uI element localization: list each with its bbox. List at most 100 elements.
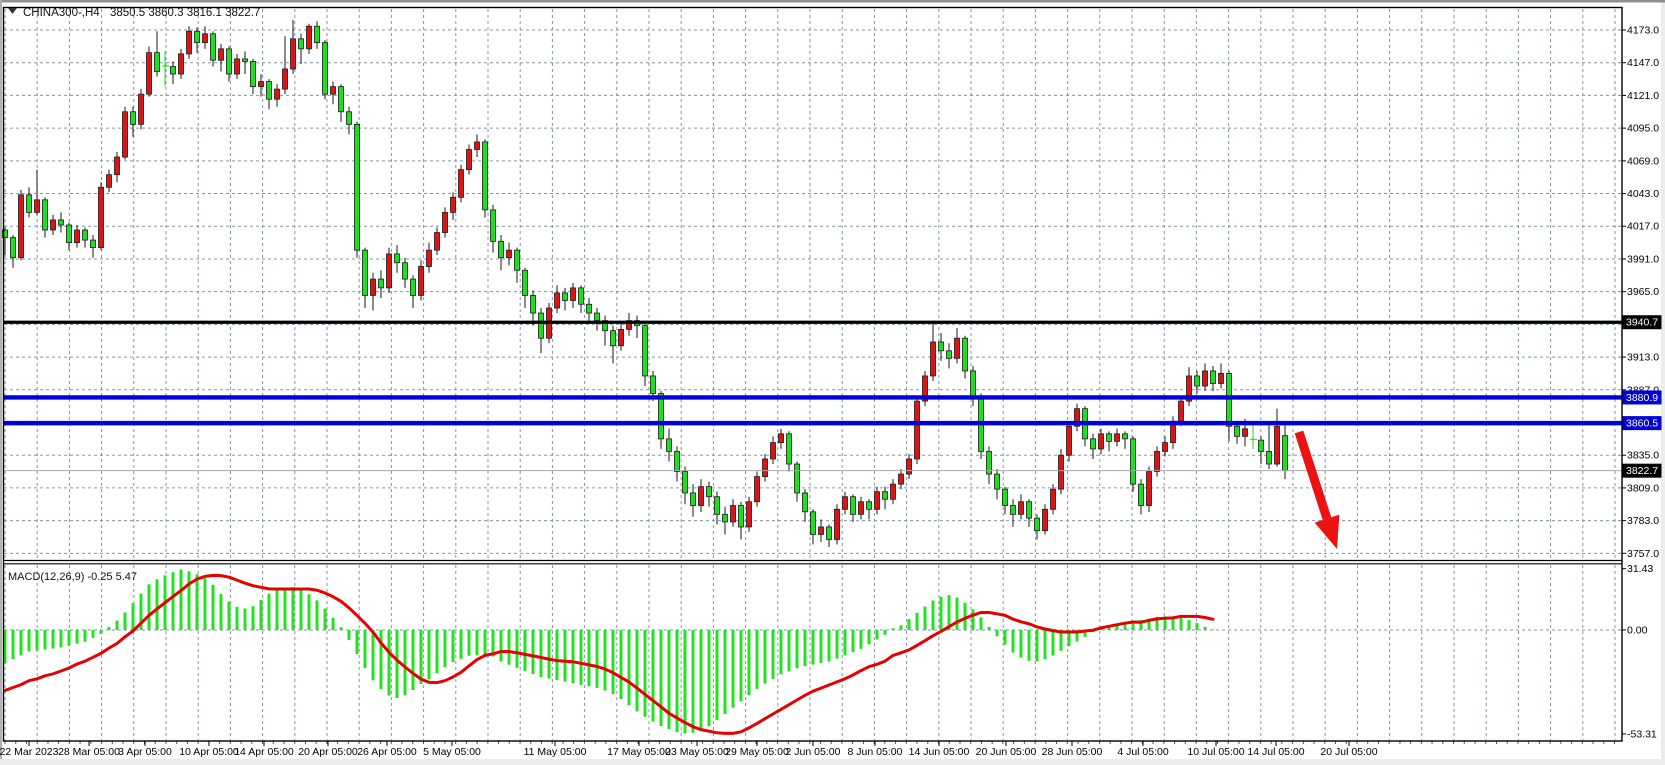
candle-body (450, 196, 456, 213)
candle-body (754, 476, 760, 503)
candle-body (1106, 433, 1112, 442)
candle-body (50, 219, 56, 231)
time-label: 26 Apr 05:00 (357, 746, 417, 758)
candle-body (82, 229, 88, 241)
candle-body (106, 174, 112, 188)
candle-body (602, 320, 608, 332)
candle-body (410, 278, 416, 296)
candle-body (666, 438, 672, 452)
candle-body (1034, 517, 1040, 532)
candle-body (770, 442, 776, 460)
candle-body (1194, 375, 1200, 387)
candle-body (538, 312, 544, 339)
candle-body (746, 501, 752, 528)
symbol-dropdown-icon[interactable] (8, 8, 17, 14)
candle-body (482, 141, 488, 211)
candle-body (178, 53, 184, 75)
candle-body (898, 473, 904, 485)
candle-body (42, 199, 48, 231)
candle-body (834, 508, 840, 540)
price-pane[interactable] (4, 8, 1621, 559)
candle-body (1154, 451, 1160, 472)
candle-body (794, 463, 800, 494)
candle-body (514, 249, 520, 271)
candle-body (722, 513, 728, 523)
candle-body (682, 471, 688, 494)
price-tick-label: 4017.0 (1627, 221, 1659, 233)
candle-body (1066, 425, 1072, 456)
candle-body (138, 93, 144, 125)
candle-body (1146, 471, 1152, 506)
candle-body (426, 249, 432, 267)
candle-body (1130, 438, 1136, 485)
candle-body (506, 249, 512, 259)
candle-body (698, 486, 704, 506)
candle-body (26, 194, 32, 213)
candle-body (1274, 425, 1280, 465)
candle-body (1138, 483, 1144, 506)
candle-body (114, 156, 120, 176)
price-tick-label: 3913.0 (1627, 352, 1659, 364)
candle-body (530, 295, 536, 314)
candle-body (18, 194, 24, 259)
candle-body (322, 42, 328, 95)
candle-body (658, 393, 664, 440)
window-left-edge (0, 0, 2, 765)
candle-body (578, 287, 584, 305)
candle-body (1122, 433, 1128, 440)
price-label-box (1622, 390, 1662, 405)
candle-body (394, 253, 400, 264)
candlesticks (2, 19, 1288, 548)
price-label-3880.9: 3880.9 (1626, 392, 1658, 404)
candle-body (242, 58, 248, 62)
price-tick-label: 4095.0 (1627, 123, 1659, 135)
price-axis[interactable] (1623, 8, 1663, 740)
candle-body (466, 149, 472, 171)
candle-body (730, 505, 736, 523)
candle-body (362, 249, 368, 296)
price-tick-label: 3835.0 (1627, 450, 1659, 462)
candle-body (1026, 501, 1032, 519)
macd-pane[interactable] (4, 564, 1621, 740)
price-label-3860.5: 3860.5 (1626, 418, 1658, 430)
candle-body (330, 86, 336, 95)
candle-body (802, 492, 808, 513)
candle-body (402, 262, 408, 280)
candle-body (1218, 373, 1224, 384)
time-label: 20 Jul 05:00 (1320, 746, 1377, 758)
candle-body (1258, 439, 1264, 452)
horizontal-level-lines (4, 320, 1622, 472)
ohlc-values-label: 3850.5 3860.3 3816.1 3822.7 (110, 7, 260, 19)
axis-labels: 4173.0 4147.0 4121.0 4095.0 4069.0 4043.0 4017… (0, 25, 1662, 758)
candle-body (650, 375, 656, 394)
candle-body (170, 66, 176, 75)
time-label: 29 May 05:00 (725, 746, 789, 758)
candle-body (186, 30, 192, 55)
window-top-edge (0, 0, 1665, 3)
macd-scale-label: 0.00 (1627, 625, 1648, 637)
price-tick-label: 4043.0 (1627, 188, 1659, 200)
candle-body (946, 350, 952, 359)
arrow-head[interactable] (1314, 514, 1340, 549)
candle-body (1210, 370, 1216, 384)
candle-body (306, 25, 312, 50)
candle-body (626, 320, 632, 330)
macd-indicator-label: MACD(12,26,9) -0.25 5.47 (8, 571, 137, 583)
price-tick-label: 3757.0 (1627, 548, 1659, 560)
candle-body (458, 169, 464, 198)
arrow-shaft[interactable] (1294, 430, 1332, 520)
candle-body (274, 88, 280, 100)
candle-body (1098, 433, 1104, 450)
time-label: 5 May 05:00 (423, 746, 481, 758)
candle-body (474, 141, 480, 150)
price-tick-label: 3991.0 (1627, 253, 1659, 265)
candle-body (490, 209, 496, 242)
price-label-box (1622, 463, 1662, 478)
time-axis[interactable] (4, 742, 1621, 758)
candle-body (218, 48, 224, 61)
candle-body (90, 239, 96, 249)
candle-body (1010, 505, 1016, 515)
candle-body (58, 219, 64, 226)
candle-body (10, 237, 16, 259)
candle-body (386, 253, 392, 289)
